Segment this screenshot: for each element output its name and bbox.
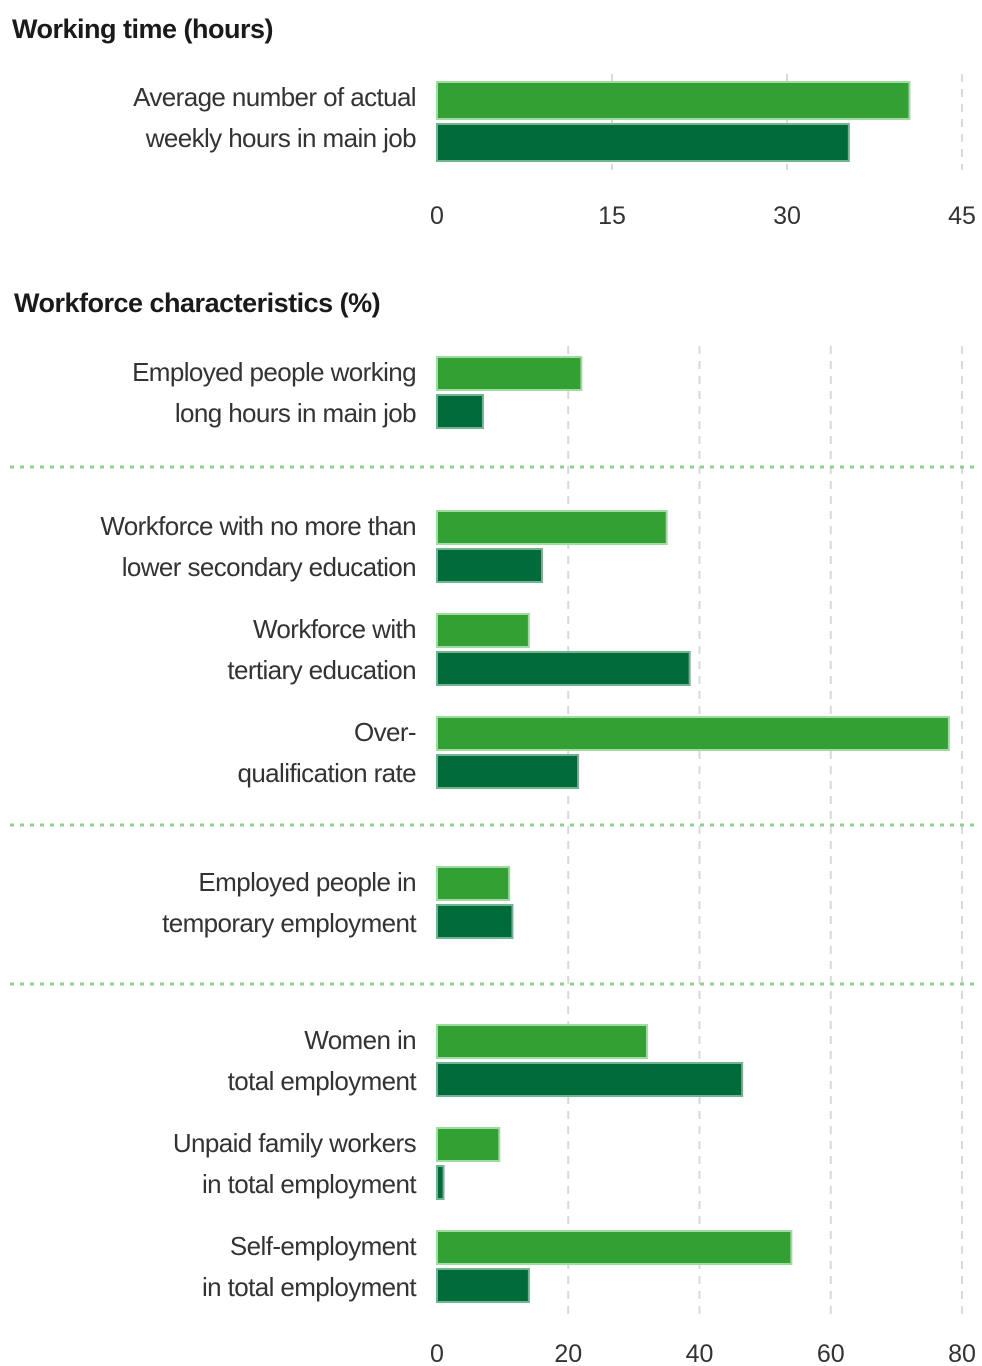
bar xyxy=(436,651,691,686)
x-tick-label: 40 xyxy=(686,1340,714,1366)
x-tick-label: 45 xyxy=(948,202,976,230)
bar xyxy=(436,866,511,901)
bar xyxy=(436,548,543,583)
bar xyxy=(436,1268,530,1303)
bar xyxy=(436,1230,793,1265)
category-label: Workforce with no more than lower seconda… xyxy=(100,511,416,582)
bar xyxy=(436,1062,744,1097)
bar xyxy=(436,904,514,939)
x-tick-label: 80 xyxy=(948,1340,976,1366)
category-label: Women in total employment xyxy=(228,1025,418,1096)
bar xyxy=(436,81,911,120)
bar xyxy=(436,356,583,391)
category-label: Over-qualification rate xyxy=(237,717,416,788)
x-tick-label: 15 xyxy=(598,202,626,230)
bar xyxy=(436,510,668,545)
workforce-characteristics-title: Workforce characteristics (%) xyxy=(14,288,380,318)
bar xyxy=(436,1024,648,1059)
category-label: Workforce with tertiary education xyxy=(227,614,416,685)
x-tick-label: 0 xyxy=(430,202,444,230)
bar xyxy=(436,1165,445,1200)
category-label: Self-employment in total employment xyxy=(202,1231,417,1302)
category-label: Unpaid family workers in total employment xyxy=(173,1128,418,1199)
x-tick-label: 20 xyxy=(554,1340,582,1366)
x-tick-label: 0 xyxy=(430,1340,444,1366)
working-time-title: Working time (hours) xyxy=(12,14,273,44)
category-label: Employed people in temporary employment xyxy=(162,867,417,938)
bar xyxy=(436,754,580,789)
bar xyxy=(436,716,950,751)
category-label: Employed people working long hours in mai… xyxy=(132,357,416,428)
bar xyxy=(436,613,530,648)
bar xyxy=(436,394,484,429)
bar xyxy=(436,123,850,162)
bar xyxy=(436,1127,501,1162)
working-time-panel: Average number of actual weekly hours in … xyxy=(133,74,976,230)
x-tick-label: 30 xyxy=(773,202,801,230)
x-tick-label: 60 xyxy=(817,1340,845,1366)
category-label: Average number of actual weekly hours in … xyxy=(133,82,416,153)
workforce-characteristics-panel: Employed people working long hours in mai… xyxy=(10,346,978,1366)
